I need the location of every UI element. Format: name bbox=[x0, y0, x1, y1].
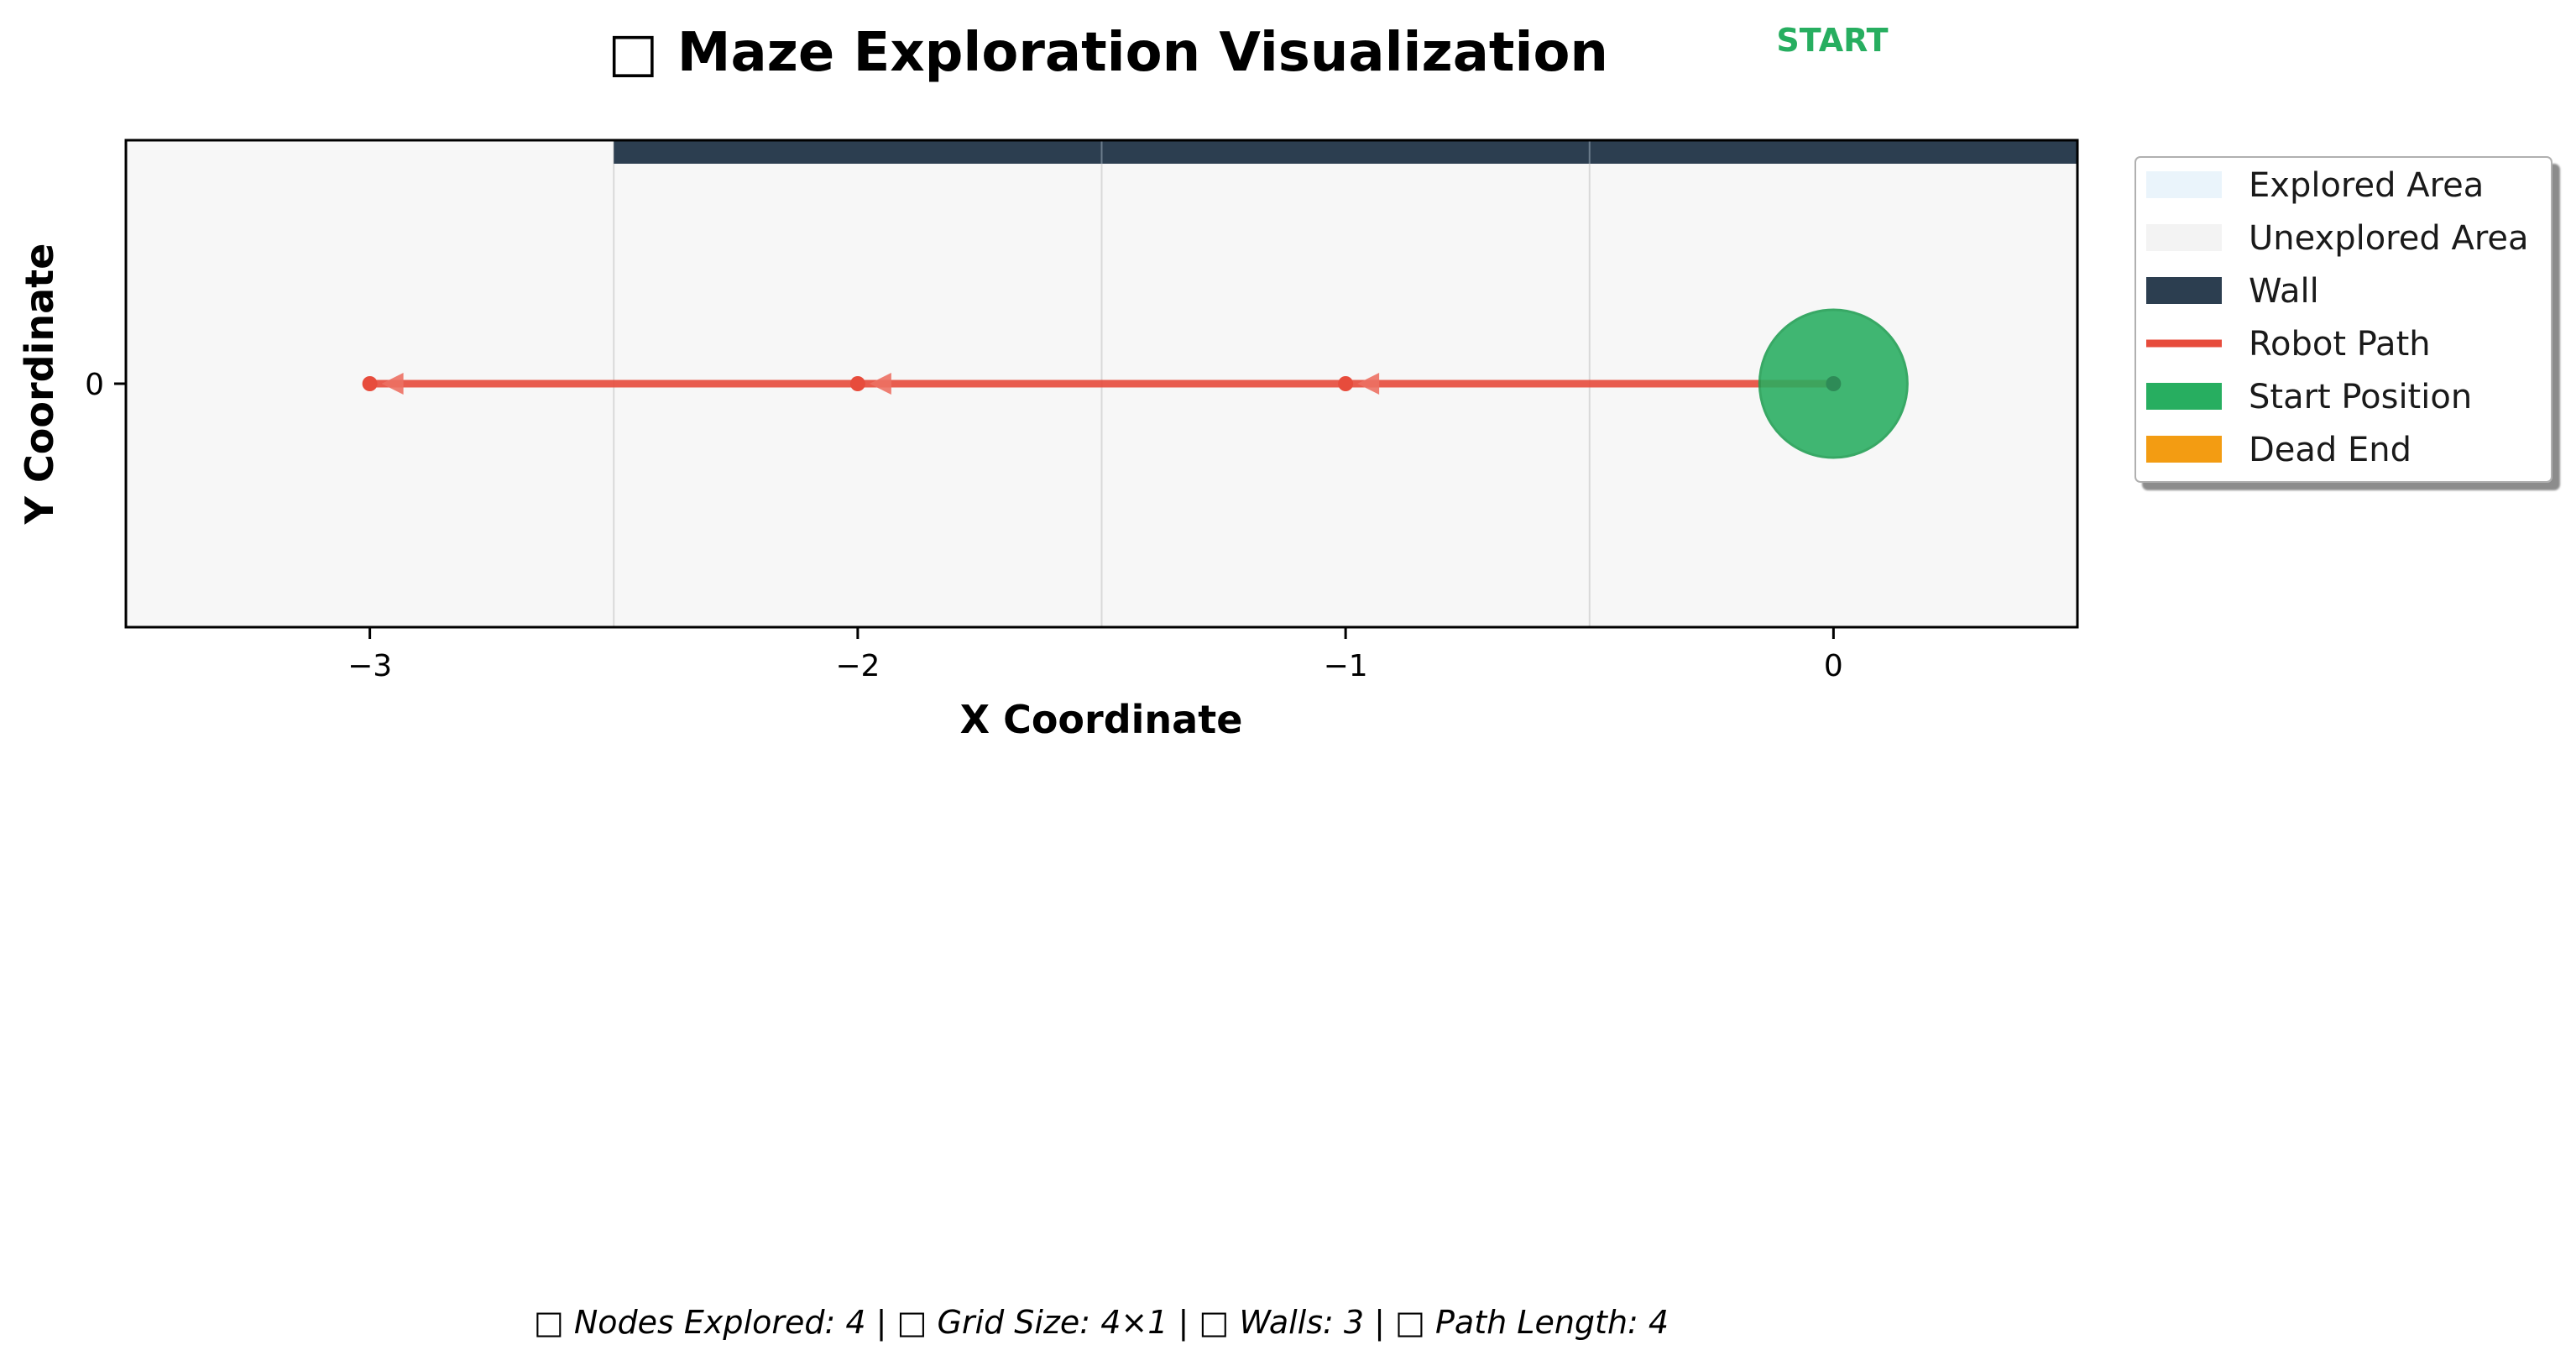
start-label: START bbox=[1776, 22, 1888, 59]
plot-area bbox=[124, 139, 2079, 629]
legend-swatch-5 bbox=[2146, 436, 2222, 463]
start-position bbox=[362, 308, 1909, 459]
x-tick-label-1: −2 bbox=[835, 649, 880, 683]
legend-swatch-0 bbox=[2146, 171, 2222, 198]
path-point-2 bbox=[849, 376, 865, 391]
legend: Explored Area Unexplored Area Wall Robot Pa… bbox=[2134, 156, 2552, 483]
y-axis-label: Y Coordinate bbox=[17, 243, 62, 526]
legend-label-2: Wall bbox=[2249, 272, 2319, 311]
x-tick-label-2: −1 bbox=[1324, 649, 1368, 683]
legend-swatch-4 bbox=[2146, 383, 2222, 410]
path-point-1 bbox=[1338, 376, 1354, 391]
legend-label-3: Robot Path bbox=[2249, 325, 2431, 364]
x-tick-label-0: −3 bbox=[347, 649, 392, 683]
x-axis-ticks: −3 −2 −1 0 bbox=[347, 627, 1843, 683]
footer-stats: □ Nodes Explored: 4 | □ Grid Size: 4×1 |… bbox=[534, 1304, 1669, 1342]
path-arrow-1 bbox=[869, 373, 891, 395]
walls bbox=[614, 140, 2077, 164]
robot-path bbox=[366, 373, 1837, 395]
legend-label-1: Unexplored Area bbox=[2249, 219, 2529, 258]
legend-box bbox=[2134, 156, 2552, 483]
legend-label-5: Dead End bbox=[2249, 431, 2411, 469]
legend-label-0: Explored Area bbox=[2249, 166, 2484, 205]
y-tick-label-0: 0 bbox=[85, 368, 104, 402]
wall-0 bbox=[614, 140, 2077, 164]
path-arrow-2 bbox=[381, 373, 404, 395]
x-axis-label: X Coordinate bbox=[960, 697, 1243, 742]
legend-swatch-1 bbox=[2146, 224, 2222, 251]
path-arrow-0 bbox=[1357, 373, 1380, 395]
chart-title: □ Maze Exploration Visualization bbox=[608, 22, 1608, 84]
path-point-0 bbox=[1826, 376, 1842, 391]
path-point-3 bbox=[362, 376, 378, 391]
legend-swatch-2 bbox=[2146, 277, 2222, 304]
x-tick-label-3: 0 bbox=[1824, 649, 1843, 683]
y-axis-ticks: 0 bbox=[85, 368, 126, 402]
legend-label-4: Start Position bbox=[2249, 378, 2472, 416]
